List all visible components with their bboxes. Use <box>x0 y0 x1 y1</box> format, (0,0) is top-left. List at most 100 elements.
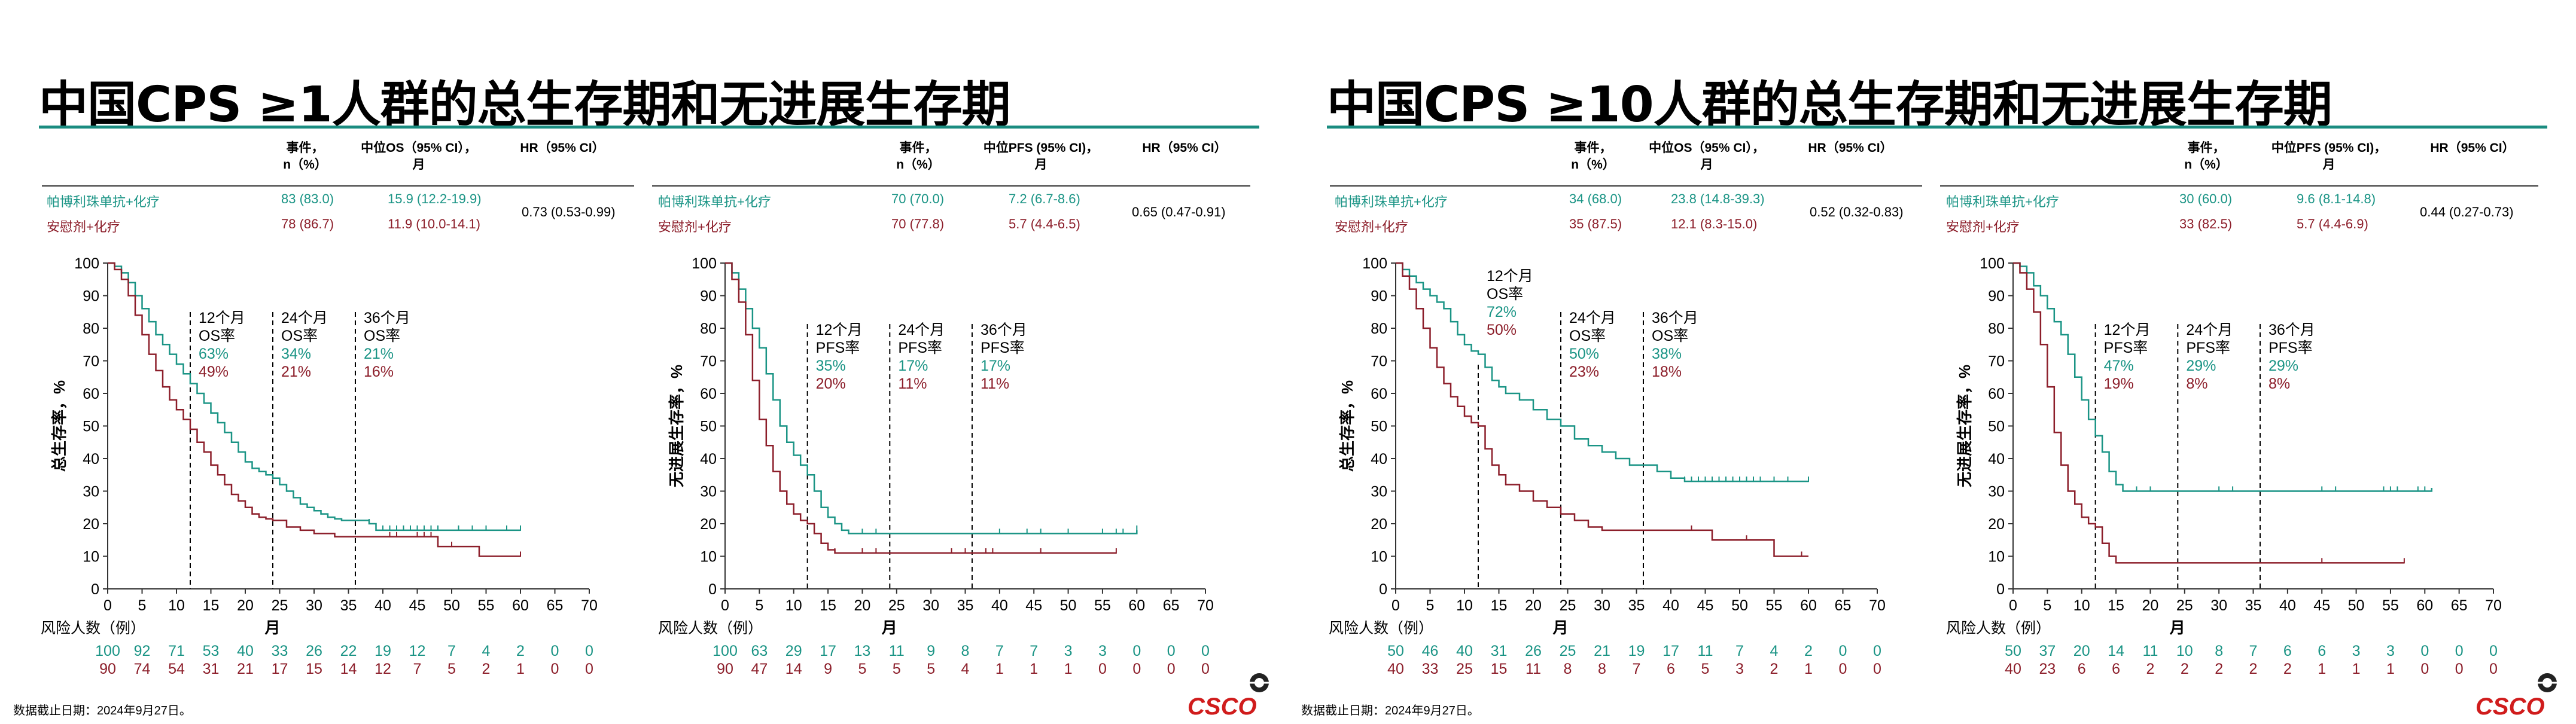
x-tick-label: 0 <box>721 597 729 614</box>
events-header: 事件， n（%） <box>283 141 327 172</box>
title-rule <box>1327 126 2547 129</box>
x-tick-label: 15 <box>203 597 220 614</box>
y-tick-label: 40 <box>83 451 99 468</box>
x-tick-label: 55 <box>2382 597 2399 614</box>
x-tick-label: 10 <box>2073 597 2090 614</box>
risk-count-pembro: 6 <box>2283 643 2292 659</box>
landmark-title: 12个月 <box>199 310 245 326</box>
arm-pembro: 帕博利珠单抗+化疗 <box>1946 194 2059 209</box>
y-tick-label: 70 <box>1988 353 2005 370</box>
x-tick-label: 45 <box>409 597 426 614</box>
risk-table-label: 风险人数（例） <box>1946 620 2051 637</box>
x-tick-label: 50 <box>1060 597 1077 614</box>
y-tick-label: 30 <box>700 484 717 500</box>
risk-count-pembro: 0 <box>551 643 559 659</box>
landmark-rate-placebo: 8% <box>2269 375 2290 392</box>
x-tick-label: 45 <box>2313 597 2330 614</box>
landmark-title: 24个月 <box>2186 322 2233 338</box>
risk-count-placebo: 3 <box>1735 661 1744 677</box>
y-tick-label: 30 <box>1988 484 2005 500</box>
x-axis-label: 月 <box>1552 619 1568 637</box>
risk-count-pembro: 11 <box>1698 643 1713 659</box>
y-tick-label: 90 <box>1988 288 2005 305</box>
risk-count-pembro: 3 <box>1098 643 1107 659</box>
risk-count-placebo: 40 <box>2005 661 2021 677</box>
arm-placebo: 安慰剂+化疗 <box>1946 219 2020 234</box>
y-tick-label: 40 <box>1988 451 2005 468</box>
landmark-title: 36个月 <box>2269 322 2315 338</box>
x-tick-label: 30 <box>2210 597 2227 614</box>
x-tick-label: 35 <box>1628 597 1645 614</box>
km-curve-pembro <box>725 262 1138 534</box>
landmark-subtitle: OS率 <box>281 328 318 344</box>
y-tick-label: 90 <box>83 288 99 305</box>
median-placebo: 5.7 (4.4-6.5) <box>1009 216 1080 231</box>
risk-count-placebo: 2 <box>2283 661 2292 677</box>
risk-count-placebo: 5 <box>858 661 866 677</box>
landmark-subtitle: PFS率 <box>2186 340 2230 356</box>
risk-count-pembro: 17 <box>820 643 836 659</box>
risk-count-placebo: 23 <box>2039 661 2056 677</box>
x-tick-label: 0 <box>1391 597 1400 614</box>
x-tick-label: 60 <box>2416 597 2433 614</box>
x-tick-label: 70 <box>1197 597 1214 614</box>
csco-emblem-icon <box>2538 673 2557 692</box>
x-tick-label: 0 <box>103 597 112 614</box>
x-tick-label: 30 <box>306 597 322 614</box>
risk-count-pembro: 2 <box>516 643 525 659</box>
risk-count-pembro: 4 <box>482 643 491 659</box>
risk-count-pembro: 7 <box>995 643 1004 659</box>
y-tick-label: 20 <box>83 516 99 533</box>
hr-header: HR（95% CI） <box>2430 141 2515 155</box>
risk-count-pembro: 9 <box>927 643 935 659</box>
y-axis-label: 无进展生存率，% <box>1956 365 1974 487</box>
risk-count-placebo: 2 <box>1770 661 1779 677</box>
landmark-title: 36个月 <box>364 310 410 326</box>
risk-count-pembro: 0 <box>1201 643 1210 659</box>
slide-title: 中国CPS ≥10人群的总生存期和无进展生存期 <box>1327 77 2333 133</box>
arm-pembro: 帕博利珠单抗+化疗 <box>47 194 160 209</box>
landmark-rate-placebo: 11% <box>898 375 927 392</box>
km-curve-placebo <box>2013 262 2404 564</box>
y-tick-label: 80 <box>700 320 717 337</box>
x-tick-label: 5 <box>1426 597 1435 614</box>
landmark-rate-pembro: 63% <box>199 346 229 362</box>
landmark-rate-placebo: 23% <box>1569 363 1599 380</box>
risk-count-placebo: 90 <box>717 661 733 677</box>
title-rule <box>39 126 1259 129</box>
hr-header: HR（95% CI） <box>1142 141 1227 155</box>
landmark-rate-pembro: 17% <box>898 358 928 374</box>
x-tick-label: 5 <box>2043 597 2051 614</box>
risk-count-pembro: 3 <box>1064 643 1073 659</box>
landmark-rate-placebo: 50% <box>1487 322 1517 338</box>
risk-count-placebo: 7 <box>413 661 422 677</box>
hr-value: 0.73 (0.53-0.99) <box>522 204 616 219</box>
landmark-subtitle: PFS率 <box>898 340 942 356</box>
events-placebo: 33 (82.5) <box>2179 216 2233 231</box>
landmark-rate-pembro: 50% <box>1569 346 1599 362</box>
landmark-subtitle: OS率 <box>1569 328 1606 344</box>
median-pembro: 15.9 (12.2-19.9) <box>388 191 482 206</box>
risk-count-placebo: 2 <box>2249 661 2258 677</box>
risk-count-placebo: 2 <box>2215 661 2223 677</box>
risk-count-pembro: 53 <box>203 643 220 659</box>
y-tick-label: 0 <box>1996 581 2005 598</box>
x-tick-label: 15 <box>820 597 836 614</box>
risk-count-placebo: 0 <box>2455 661 2464 677</box>
risk-count-pembro: 0 <box>585 643 593 659</box>
x-tick-label: 40 <box>374 597 391 614</box>
hr-value: 0.52 (0.32-0.83) <box>1810 204 1904 219</box>
x-tick-label: 40 <box>991 597 1008 614</box>
risk-count-pembro: 50 <box>1387 643 1404 659</box>
csco-emblem-icon <box>1250 673 1269 692</box>
landmark-title: 24个月 <box>281 310 328 326</box>
landmark-subtitle: PFS率 <box>2104 340 2148 356</box>
x-tick-label: 25 <box>272 597 288 614</box>
landmark-title: 36个月 <box>1652 310 1698 326</box>
risk-count-pembro: 0 <box>1132 643 1141 659</box>
x-tick-label: 35 <box>957 597 974 614</box>
y-tick-label: 80 <box>83 320 99 337</box>
risk-count-pembro: 50 <box>2005 643 2021 659</box>
median-pembro: 23.8 (14.8-39.3) <box>1671 191 1765 206</box>
